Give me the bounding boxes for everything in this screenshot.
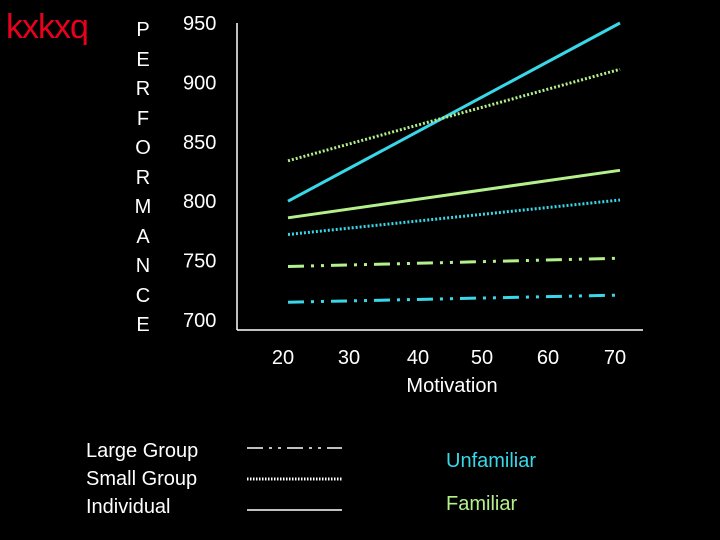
series-line-large-group-unfamiliar	[287, 293, 621, 304]
y-axis-label-letter: E	[136, 314, 150, 336]
x-tick-label: 20	[272, 347, 294, 369]
y-axis-label-letter: R	[135, 166, 151, 189]
series-line-small-group-familiar	[287, 67, 621, 163]
y-tick-label: 950	[183, 13, 216, 35]
y-axis-ticks: 950 900 850 800 750 700	[183, 13, 216, 332]
x-tick-label: 70	[604, 347, 626, 369]
legend-large-group: Large Group	[86, 440, 199, 462]
y-tick-label: 850	[183, 132, 216, 154]
legend-individual: Individual	[86, 496, 171, 518]
x-axis-ticks: 20 30 40 50 60 70	[272, 347, 626, 369]
y-axis-label-letter: F	[136, 107, 150, 130]
legend-familiar: Familiar	[446, 493, 518, 515]
chart-axes	[236, 23, 643, 331]
y-axis-label-letter: A	[136, 225, 150, 248]
slide-tag: kxkxq	[6, 8, 89, 46]
y-axis-label-letter: C	[135, 284, 151, 307]
y-tick-label: 700	[183, 310, 216, 332]
x-tick-label: 60	[537, 347, 559, 369]
legend-small-group: Small Group	[86, 468, 198, 490]
chart-series	[287, 21, 621, 304]
legend-group-types: Large Group Small Group Individual	[86, 437, 198, 521]
series-line-large-group-familiar	[287, 256, 621, 268]
legend-unfamiliar: Unfamiliar	[446, 450, 537, 472]
y-axis-label-letter: E	[136, 48, 150, 71]
y-tick-label: 800	[183, 191, 216, 213]
y-axis-label: P E R F O R M A N C E	[133, 16, 153, 341]
x-tick-label: 30	[338, 347, 360, 369]
y-axis-label-letter: P	[136, 19, 150, 41]
y-axis-label-letter: O	[135, 137, 151, 159]
series-line-individual-familiar	[287, 168, 621, 220]
series-line-individual-unfamiliar	[287, 21, 621, 203]
y-axis-label-letter: R	[135, 78, 151, 100]
x-tick-label: 40	[407, 347, 429, 369]
y-tick-label: 900	[183, 72, 216, 94]
y-axis-label-letter: M	[134, 196, 152, 218]
legend-familiarity: Unfamiliar Familiar	[446, 450, 536, 516]
x-axis-label: Motivation	[406, 375, 497, 397]
y-axis-label-letter: N	[135, 255, 151, 277]
series-line-small-group-unfamiliar	[287, 198, 621, 236]
legend-line-samples	[247, 447, 342, 511]
y-tick-label: 750	[183, 251, 216, 273]
x-tick-label: 50	[471, 347, 493, 369]
